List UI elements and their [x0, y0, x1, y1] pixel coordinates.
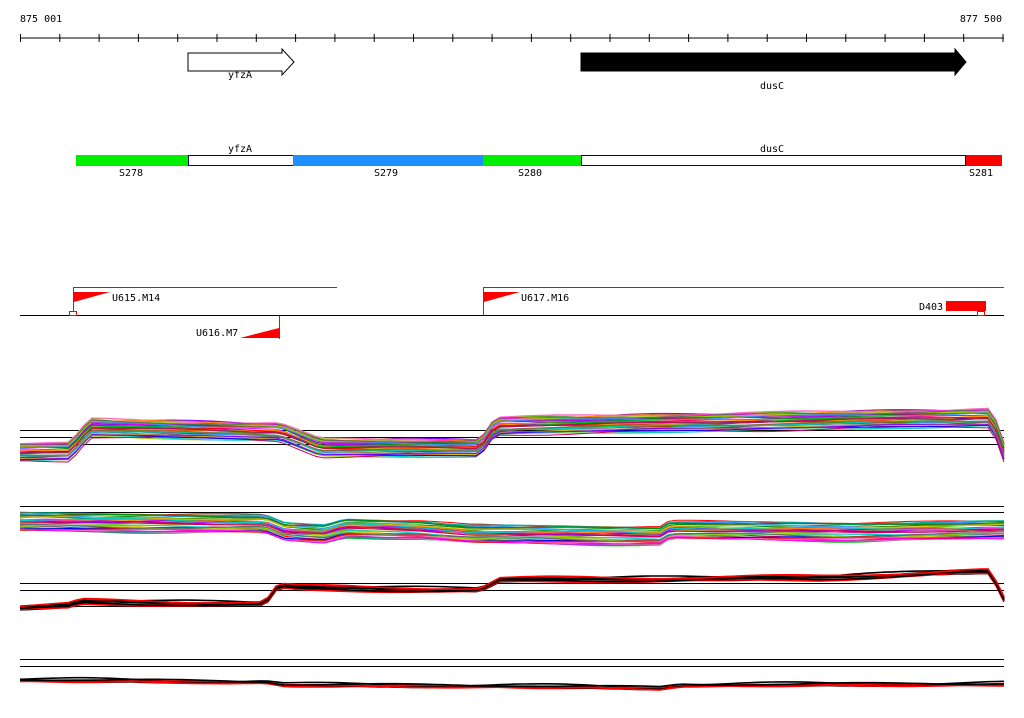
gene-yfzA[interactable]: yfzA [187, 47, 295, 81]
expression-trace [20, 514, 1005, 530]
ruler-start-label: 875 001 [20, 14, 62, 25]
gene-yfzA-label: yfzA [228, 70, 252, 81]
expression-trace [19, 424, 1005, 461]
feature-U616-label: U616.M7 [196, 328, 238, 339]
segment-S279-label: S279 [374, 168, 398, 179]
segment-S280[interactable] [483, 155, 581, 166]
ruler: 875 001 877 500 [20, 14, 1004, 42]
segment-yfzA[interactable] [188, 155, 294, 166]
feature-D403-label: D403 [919, 302, 943, 313]
segment-S280-label: S280 [518, 168, 542, 179]
feature-D403-box[interactable] [946, 301, 986, 311]
feature-U615-label: U615.M14 [112, 293, 160, 304]
expression-trace [19, 418, 1005, 454]
segment-dusC-label: dusC [760, 144, 784, 155]
feature-U615-marker [69, 311, 77, 316]
segment-S281[interactable] [966, 155, 1002, 166]
expression-panel-multi-lower [19, 506, 1005, 547]
segment-dusC[interactable] [581, 155, 966, 166]
expression-trace [19, 423, 1005, 460]
expression-trace [19, 523, 1005, 542]
expression-trace [19, 568, 1005, 608]
feature-U617-label: U617.M16 [521, 293, 569, 304]
expression-trace [19, 411, 1005, 447]
gene-dusC-label: dusC [760, 81, 784, 92]
ruler-ticks [20, 34, 1004, 42]
gene-yfzA-arrow[interactable] [187, 47, 295, 77]
expression-trace [19, 407, 1005, 445]
expression-trace [19, 409, 1005, 445]
gene-dusC-arrow[interactable] [580, 47, 967, 77]
segment-S278-label: S278 [119, 168, 143, 179]
feature-D403-marker [977, 311, 985, 316]
feature-U615[interactable]: U615.M14 [69, 287, 338, 316]
segment-S278[interactable] [76, 155, 188, 166]
expression-panel-pair-lower [19, 659, 1005, 691]
expression-trace [19, 412, 1005, 449]
gene-track: yfzA dusC [187, 47, 967, 92]
expression-panel-pair-upper [19, 568, 1005, 611]
feature-track: U615.M14 U617.M16 U616.M7 D403 [20, 287, 1004, 339]
segment-yfzA-label: yfzA [228, 144, 252, 155]
feature-U616[interactable]: U616.M7 [196, 316, 280, 339]
expression-trace [19, 520, 1005, 537]
expression-trace [19, 420, 1005, 456]
ruler-end-label: 877 500 [960, 14, 1002, 25]
expression-trace [19, 571, 1005, 610]
feature-U617-flag[interactable] [484, 292, 520, 302]
feature-U615-flag[interactable] [74, 292, 110, 302]
segment-S281-label: S281 [969, 168, 993, 179]
expression-panel-multi-upper [19, 407, 1005, 463]
expression-trace [19, 518, 1005, 535]
feature-D403[interactable]: D403 [919, 301, 986, 316]
expression-trace [19, 678, 1005, 688]
expression-trace [19, 528, 1005, 545]
segment-track: yfzA dusC S278 S279 S280 S281 [76, 144, 1002, 179]
segment-S279[interactable] [293, 155, 483, 166]
feature-U616-flag[interactable] [240, 328, 279, 338]
gene-dusC[interactable]: dusC [580, 47, 967, 92]
feature-U617[interactable]: U617.M16 [483, 287, 1004, 315]
